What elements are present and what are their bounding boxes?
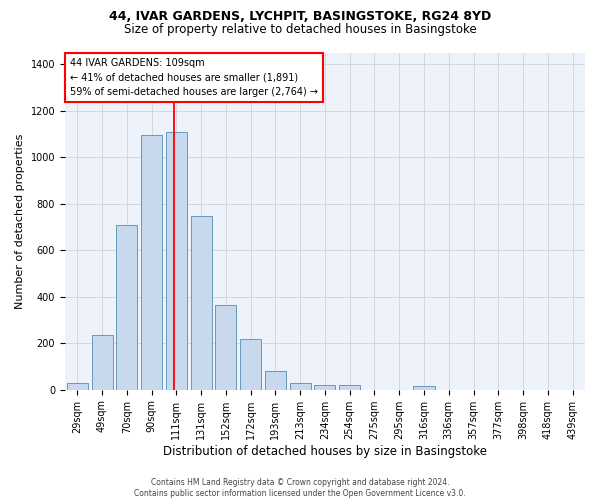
X-axis label: Distribution of detached houses by size in Basingstoke: Distribution of detached houses by size … [163,444,487,458]
Bar [92,335,113,390]
Y-axis label: Number of detached properties: Number of detached properties [15,134,25,309]
Bar [215,305,236,390]
Text: 44 IVAR GARDENS: 109sqm
← 41% of detached houses are smaller (1,891)
59% of semi: 44 IVAR GARDENS: 109sqm ← 41% of detache… [70,58,318,97]
Text: Size of property relative to detached houses in Basingstoke: Size of property relative to detached ho… [124,22,476,36]
Bar [141,135,162,390]
Bar [413,386,434,390]
Bar [265,371,286,390]
Bar [191,216,212,390]
Bar [116,224,137,390]
Bar [339,385,360,390]
Text: 44, IVAR GARDENS, LYCHPIT, BASINGSTOKE, RG24 8YD: 44, IVAR GARDENS, LYCHPIT, BASINGSTOKE, … [109,10,491,23]
Bar [314,385,335,390]
Text: Contains HM Land Registry data © Crown copyright and database right 2024.
Contai: Contains HM Land Registry data © Crown c… [134,478,466,498]
Bar [290,382,311,390]
Bar [240,338,261,390]
Bar [166,132,187,390]
Bar [67,382,88,390]
